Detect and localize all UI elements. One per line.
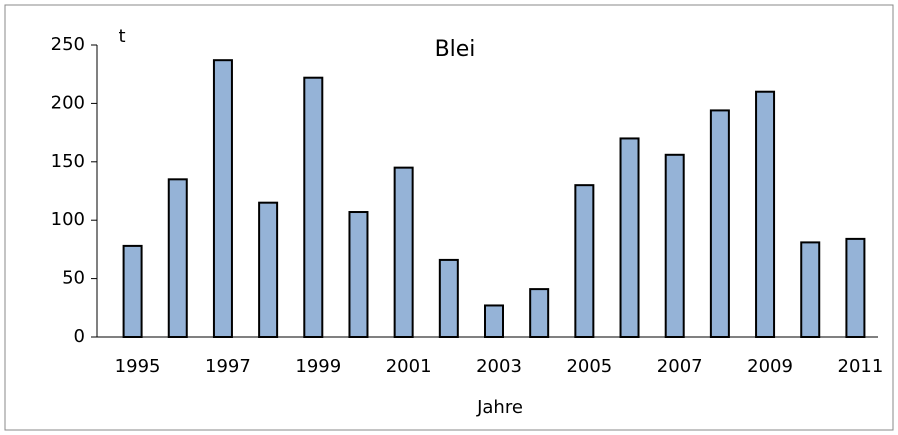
x-tick-label: 1995 [115,356,161,377]
bar [258,201,279,338]
bar [709,109,730,338]
bar [167,178,188,338]
y-tick-label: 100 [51,209,85,230]
bar [484,304,504,338]
y-tick-label: 150 [51,151,85,172]
chart-border [4,4,894,431]
bar [800,241,821,338]
bar [438,258,459,338]
x-tick-label: 1999 [295,356,341,377]
x-axis-label: Jahre [476,397,523,418]
x-tick-label: 2009 [747,356,793,377]
x-tick-label: 1997 [205,356,251,377]
x-tick-label: 2001 [386,356,432,377]
bar [348,211,369,338]
bar [212,59,233,339]
bar [574,184,595,338]
bar [619,137,640,338]
bar [529,288,550,338]
bar [755,90,776,338]
bar [303,76,324,338]
y-axis-label: t [118,26,125,47]
y-tick-label: 250 [51,34,85,55]
x-tick-label: 2005 [566,356,612,377]
bar [845,237,866,338]
bar [664,153,685,338]
y-tick-label: 200 [51,92,85,113]
bar [393,166,414,338]
x-tick-label: 2003 [476,356,522,377]
y-tick-label: 0 [74,326,85,347]
bar [122,244,143,338]
y-tick-label: 50 [62,268,85,289]
x-tick-label: 2007 [657,356,703,377]
chart-title: Blei [435,37,476,62]
x-tick-label: 2011 [838,356,884,377]
